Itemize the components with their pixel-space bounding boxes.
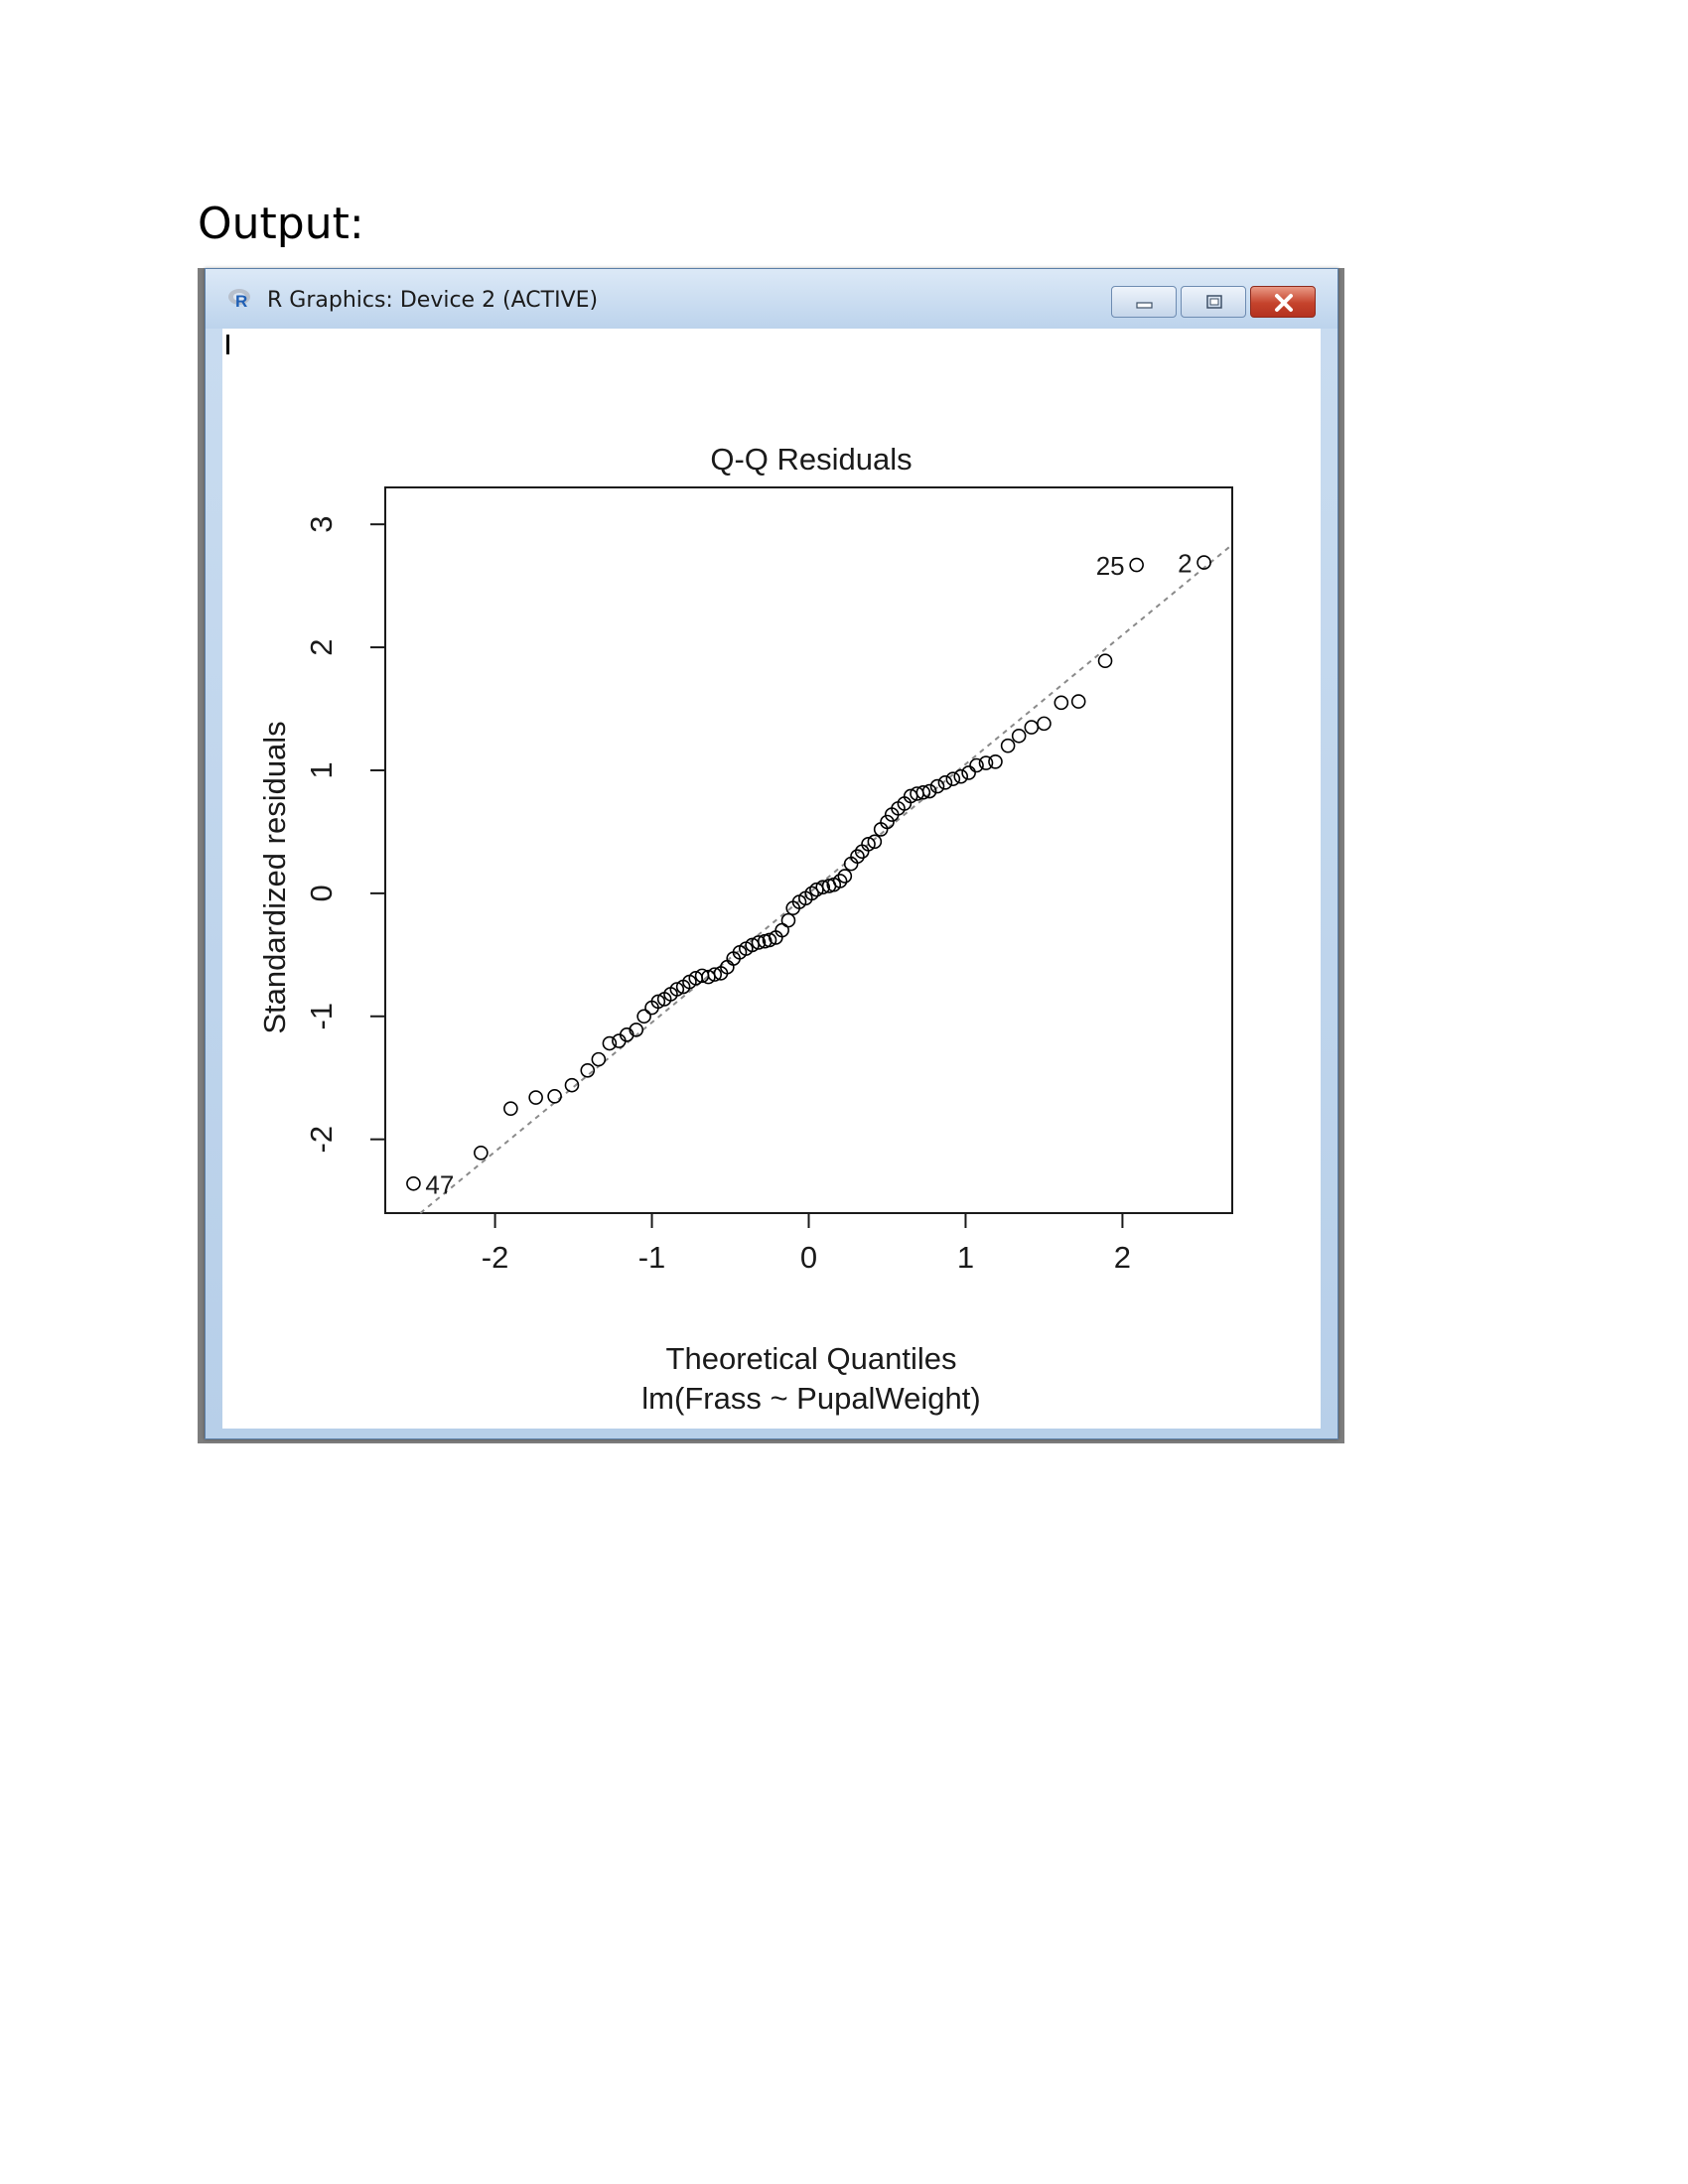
data-point: [650, 994, 666, 1010]
data-point: [591, 1051, 607, 1067]
data-point: [915, 784, 931, 800]
maximize-button[interactable]: [1181, 286, 1246, 318]
data-point: [1054, 695, 1069, 711]
x-tick-label: 2: [1114, 1240, 1131, 1275]
data-point: [929, 778, 945, 794]
data-point: [1129, 557, 1144, 573]
data-point: [1097, 653, 1113, 668]
x-tick-label: 1: [957, 1240, 974, 1275]
data-point: [880, 814, 895, 830]
x-tick-label: -1: [638, 1240, 666, 1275]
qq-plot: Q-Q Residuals Theoretical Quantiles lm(F…: [257, 442, 1233, 1416]
data-point: [1070, 694, 1086, 709]
y-tick-label: -2: [304, 1126, 339, 1154]
data-point: [1000, 738, 1016, 753]
data-point: [707, 967, 723, 982]
point-label: 25: [1096, 551, 1125, 581]
data-point: [978, 755, 994, 770]
data-point: [602, 1035, 618, 1051]
y-axis-label: Standardized residuals: [257, 721, 292, 1033]
text-cursor: [226, 335, 229, 354]
data-point: [945, 771, 961, 786]
data-point: [474, 1145, 489, 1160]
data-point: [961, 765, 976, 780]
title-bar[interactable]: R R Graphics: Device 2 (ACTIVE): [206, 269, 1337, 329]
data-point: [969, 757, 984, 773]
window-title: R Graphics: Device 2 (ACTIVE): [267, 288, 599, 313]
close-icon: [1275, 294, 1293, 312]
point-label: 47: [425, 1169, 454, 1199]
data-point: [850, 849, 865, 864]
data-point: [861, 837, 876, 852]
data-point: [503, 1101, 518, 1116]
data-point: [953, 768, 969, 784]
maximize-icon: [1206, 295, 1222, 309]
plot-area-client: Q-Q Residuals Theoretical Quantiles lm(F…: [222, 329, 1321, 1429]
data-point: [669, 982, 685, 997]
data-point: [921, 783, 937, 799]
plot-frame: [384, 486, 1233, 1214]
svg-text:R: R: [235, 292, 247, 309]
reference-line: [419, 543, 1233, 1214]
data-point: [804, 886, 819, 901]
y-tick-label: 3: [304, 516, 339, 533]
x-tick-label: 0: [800, 1240, 817, 1275]
data-point: [406, 1175, 421, 1191]
data-point: [629, 1023, 644, 1037]
chart-subtitle: lm(Frass ~ PupalWeight): [641, 1381, 980, 1416]
data-point: [564, 1077, 580, 1093]
data-point: [1011, 728, 1027, 744]
r-graphics-window: R R Graphics: Device 2 (ACTIVE) Q-Q Resi…: [205, 268, 1338, 1439]
r-logo-icon: R: [227, 287, 253, 311]
output-heading: Output:: [198, 199, 364, 249]
data-point: [837, 869, 853, 884]
data-point: [815, 880, 831, 894]
x-axis-label: Theoretical Quantiles: [666, 1341, 957, 1376]
data-point: [780, 912, 796, 928]
point-label: 2: [1178, 549, 1192, 579]
data-point: [762, 932, 777, 948]
data-point: [988, 753, 1003, 769]
y-tick-label: -1: [304, 1003, 339, 1030]
data-point: [867, 834, 883, 850]
data-point: [1196, 555, 1211, 570]
data-point: [1037, 716, 1052, 732]
data-point: [636, 1009, 651, 1024]
close-button[interactable]: [1250, 286, 1316, 318]
minimize-icon: [1136, 302, 1153, 309]
x-tick-label: -2: [482, 1240, 509, 1275]
y-tick-label: 2: [304, 638, 339, 655]
minimize-button[interactable]: [1111, 286, 1177, 318]
data-point: [1024, 720, 1040, 735]
data-point: [547, 1088, 562, 1104]
data-point: [937, 775, 953, 790]
chart-title: Q-Q Residuals: [710, 442, 912, 477]
data-point: [580, 1062, 596, 1078]
data-point: [528, 1090, 543, 1105]
y-tick-label: 1: [304, 761, 339, 778]
y-tick-label: 0: [304, 885, 339, 901]
data-point: [832, 874, 848, 888]
data-point: [751, 935, 767, 950]
